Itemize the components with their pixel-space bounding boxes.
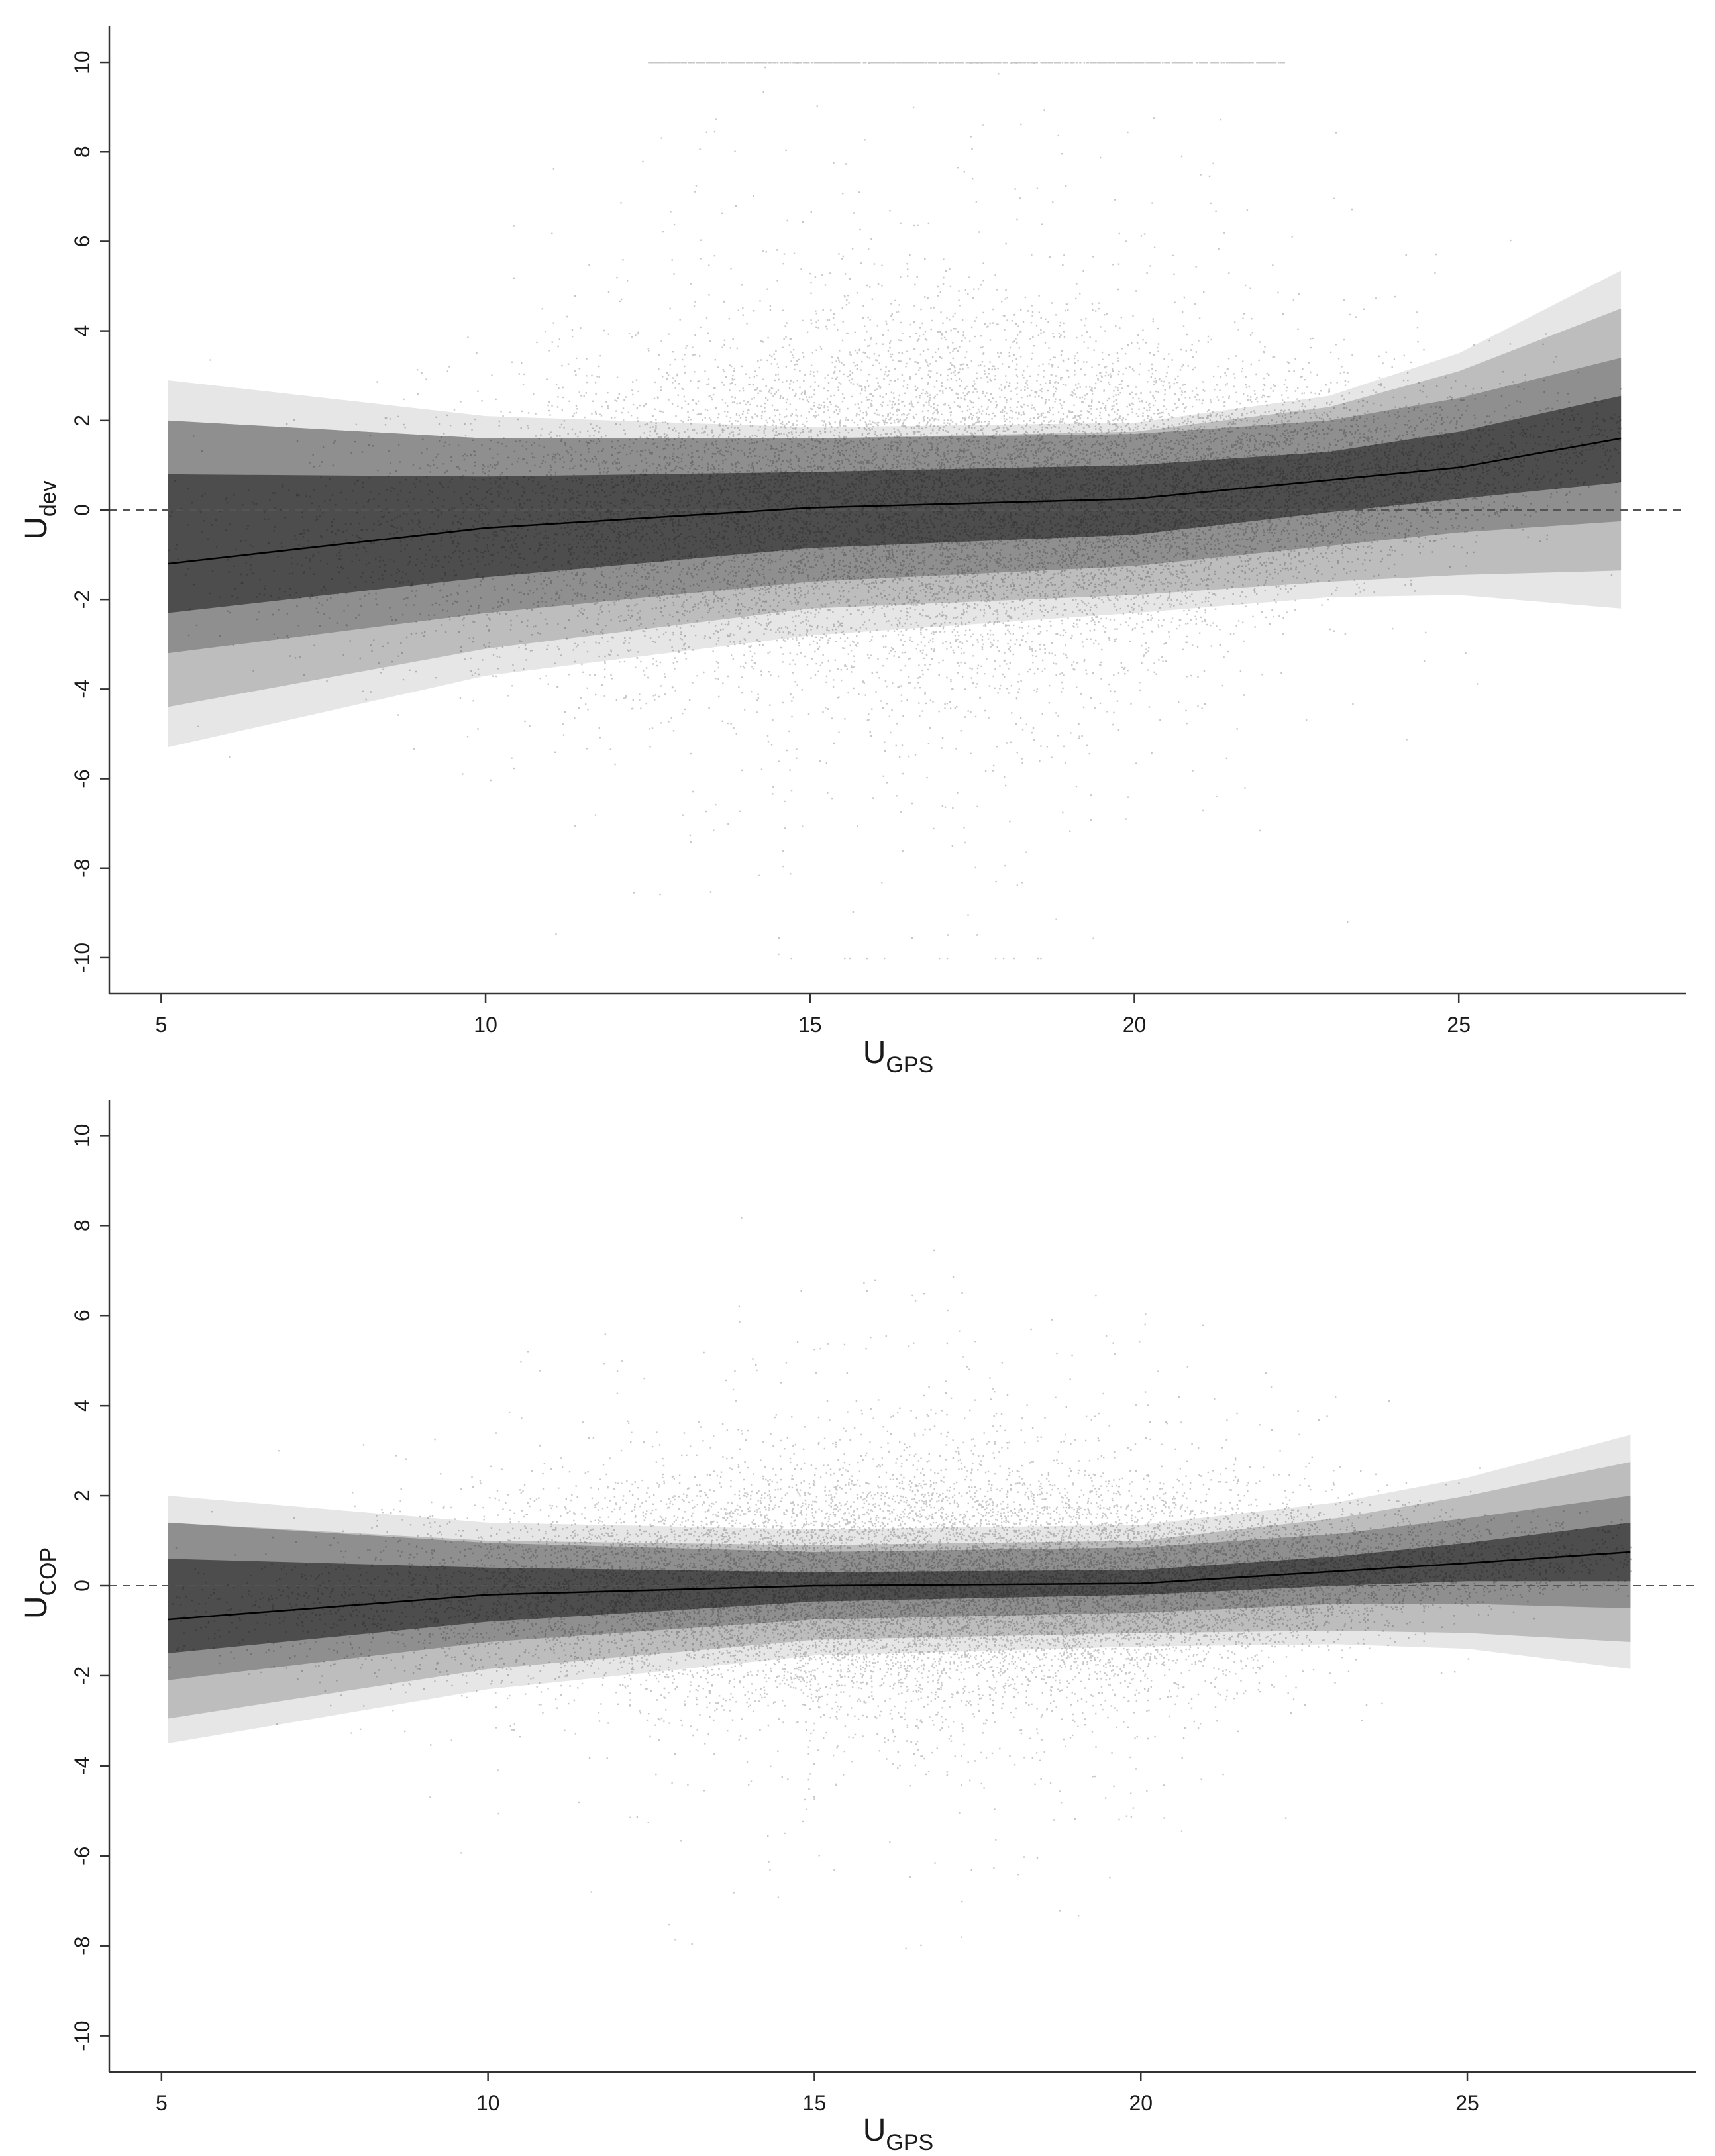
y-tick-label--10-top: -10 bbox=[70, 943, 94, 973]
y-tick-label--2-bottom: -2 bbox=[70, 1667, 94, 1685]
y-tick-label--6-top: -6 bbox=[70, 769, 94, 788]
y-tick-label-6-top: 6 bbox=[70, 236, 94, 248]
confidence-bands-bottom bbox=[168, 1435, 1631, 1743]
y-tick-label-4-top: 4 bbox=[70, 325, 94, 337]
x-axis-label-top: UGPS bbox=[863, 1035, 933, 1078]
y-tick-label--6-bottom: -6 bbox=[70, 1847, 94, 1865]
y-axis-label-top: Udev bbox=[19, 480, 61, 540]
x-axis-label-bottom: UGPS bbox=[863, 2113, 933, 2155]
x-tick-label-10-bottom: 10 bbox=[476, 2091, 500, 2115]
scatter-points-bottom bbox=[169, 1217, 1632, 1950]
tick-labels-top: 5 10 15 20 25 -10 -8 -6 -4 -2 0 2 4 6 8 10 bbox=[70, 50, 1471, 1037]
axes-bottom bbox=[100, 1100, 1696, 2081]
y-tick-label-10-bottom: 10 bbox=[70, 1124, 94, 1148]
x-tick-label-10-top: 10 bbox=[474, 1013, 497, 1037]
y-tick-label--8-bottom: -8 bbox=[70, 1936, 94, 1955]
panel-bottom: 5 10 15 20 25 -10 -8 -6 -4 -2 0 2 4 6 8 10 UGPS UCOP bbox=[19, 1100, 1696, 2155]
tick-labels-bottom: 5 10 15 20 25 -10 -8 -6 -4 -2 0 2 4 6 8 10 bbox=[70, 1124, 1479, 2115]
y-tick-label-0-top: 0 bbox=[70, 504, 94, 516]
x-tick-label-15-top: 15 bbox=[798, 1013, 822, 1037]
fit-lines-top bbox=[109, 437, 1686, 565]
x-tick-label-20-bottom: 20 bbox=[1129, 2091, 1153, 2115]
fit-lines-bottom bbox=[109, 1551, 1696, 1621]
axes-top bbox=[100, 26, 1686, 1003]
y-tick-label--10-bottom: -10 bbox=[70, 2021, 94, 2051]
y-tick-label--8-top: -8 bbox=[70, 859, 94, 878]
x-tick-label-25-top: 25 bbox=[1447, 1013, 1471, 1037]
confidence-band-1-top bbox=[168, 395, 1622, 613]
scatter-cloud-bottom bbox=[169, 1217, 1632, 1950]
y-tick-label-0-bottom: 0 bbox=[70, 1580, 94, 1592]
y-tick-label--2-top: -2 bbox=[70, 590, 94, 609]
fit-line-bottom bbox=[168, 1551, 1631, 1621]
x-tick-label-15-bottom: 15 bbox=[803, 2091, 827, 2115]
x-tick-label-5-bottom: 5 bbox=[156, 2091, 168, 2115]
y-tick-label--4-bottom: -4 bbox=[70, 1757, 94, 1775]
y-tick-label-2-top: 2 bbox=[70, 415, 94, 427]
panel-top: 5 10 15 20 25 -10 -8 -6 -4 -2 0 2 4 6 8 10 UGPS Udev bbox=[19, 26, 1686, 1078]
y-axis-label-bottom: UCOP bbox=[19, 1547, 61, 1619]
x-tick-label-5-top: 5 bbox=[155, 1013, 167, 1037]
x-tick-label-25-bottom: 25 bbox=[1455, 2091, 1479, 2115]
y-tick-label-8-top: 8 bbox=[70, 146, 94, 158]
y-tick-label-6-bottom: 6 bbox=[70, 1309, 94, 1321]
y-tick-label-2-bottom: 2 bbox=[70, 1490, 94, 1502]
fit-line-top bbox=[167, 437, 1622, 565]
y-tick-label-10-top: 10 bbox=[70, 50, 94, 74]
y-tick-label-8-bottom: 8 bbox=[70, 1219, 94, 1231]
x-tick-label-20-top: 20 bbox=[1123, 1013, 1147, 1037]
confidence-band-1-bottom bbox=[168, 1522, 1631, 1653]
y-tick-label-4-bottom: 4 bbox=[70, 1400, 94, 1412]
y-tick-label--4-top: -4 bbox=[70, 680, 94, 698]
